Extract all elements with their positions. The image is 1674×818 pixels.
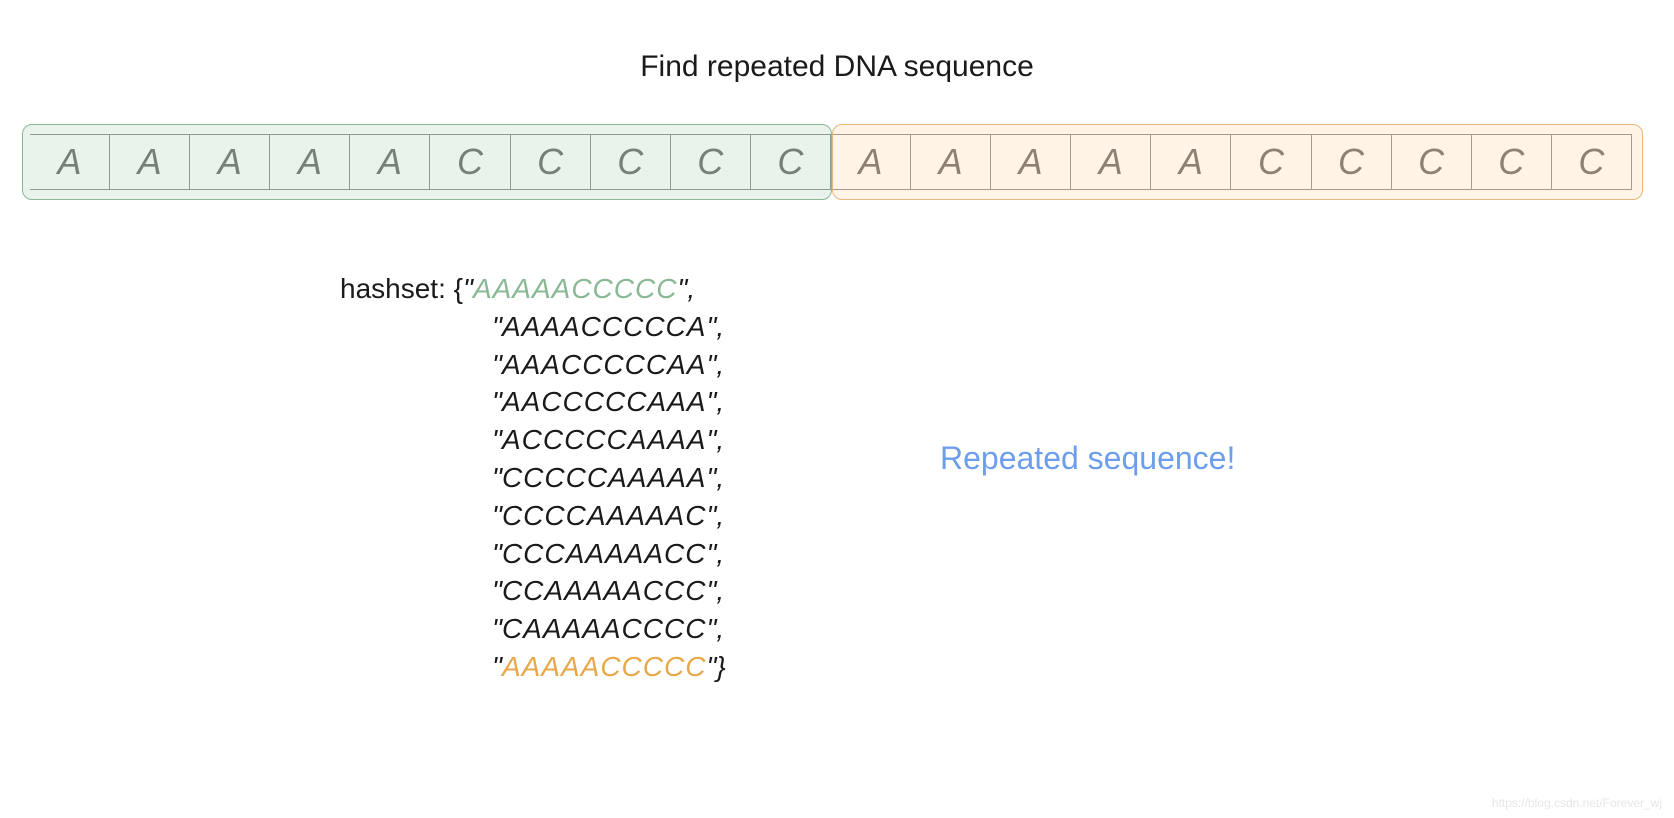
page-title: Find repeated DNA sequence [0, 0, 1674, 84]
hashset-entry: "AAAAACCCCC"} [492, 648, 1674, 686]
sequence-cell: A [1071, 134, 1151, 190]
hashset-sequence: AAAACCCCCA [502, 311, 706, 342]
hashset-entry: "CCCCAAAAAC", [492, 497, 1674, 535]
sequence-cell: A [110, 134, 190, 190]
sequence-cell: C [591, 134, 671, 190]
repeated-sequence-label: Repeated sequence! [940, 440, 1235, 477]
hashset-sequence: CCAAAAACCC [502, 575, 706, 606]
sequence-cell: C [511, 134, 591, 190]
sequence-cell: A [190, 134, 270, 190]
hashset-entry: "CCAAAAACCC", [492, 572, 1674, 610]
hashset-sequence: AAAAACCCCC [502, 651, 706, 682]
sequence-cell: A [991, 134, 1071, 190]
sequence-cell: C [1231, 134, 1311, 190]
sequence-cell: C [430, 134, 510, 190]
hashset-entry: "AAAACCCCCA", [492, 308, 1674, 346]
sequence-cell: A [350, 134, 430, 190]
sequence-cell: C [671, 134, 751, 190]
hashset-sequence: AACCCCCAAA [502, 386, 706, 417]
hashset-entry: hashset: {"AAAAACCCCC", [340, 270, 1674, 308]
hashset-sequence: CCCCCAAAAA [502, 462, 706, 493]
hashset-sequence: CAAAAACCCC [502, 613, 706, 644]
hashset-sequence: AAACCCCCAA [502, 349, 706, 380]
sequence-cell: A [1151, 134, 1231, 190]
watermark: https://blog.csdn.net/Forever_wj [1492, 796, 1662, 810]
sequence-cell: A [831, 134, 911, 190]
hashset-sequence: AAAAACCCCC [473, 273, 677, 304]
dna-sequence-row: AAAAACCCCCAAAAACCCCC [30, 134, 1644, 190]
sequence-cell: A [30, 134, 110, 190]
hashset-display: hashset: {"AAAAACCCCC","AAAACCCCCA","AAA… [340, 270, 1674, 686]
sequence-cell: A [270, 134, 350, 190]
hashset-entry: "AAACCCCCAA", [492, 346, 1674, 384]
hashset-sequence: CCCAAAAACC [502, 538, 706, 569]
hashset-label: hashset: { [340, 273, 463, 304]
sequence-cell: C [1472, 134, 1552, 190]
hashset-sequence: ACCCCCAAAA [502, 424, 706, 455]
sequence-cell: C [1392, 134, 1472, 190]
hashset-entry: "AACCCCCAAA", [492, 383, 1674, 421]
sequence-cell: A [911, 134, 991, 190]
hashset-entry: "CCCAAAAACC", [492, 535, 1674, 573]
sequence-cell: C [751, 134, 831, 190]
hashset-entry: "CAAAAACCCC", [492, 610, 1674, 648]
sequence-cell: C [1552, 134, 1632, 190]
sequence-cell: C [1312, 134, 1392, 190]
hashset-sequence: CCCCAAAAAC [502, 500, 706, 531]
